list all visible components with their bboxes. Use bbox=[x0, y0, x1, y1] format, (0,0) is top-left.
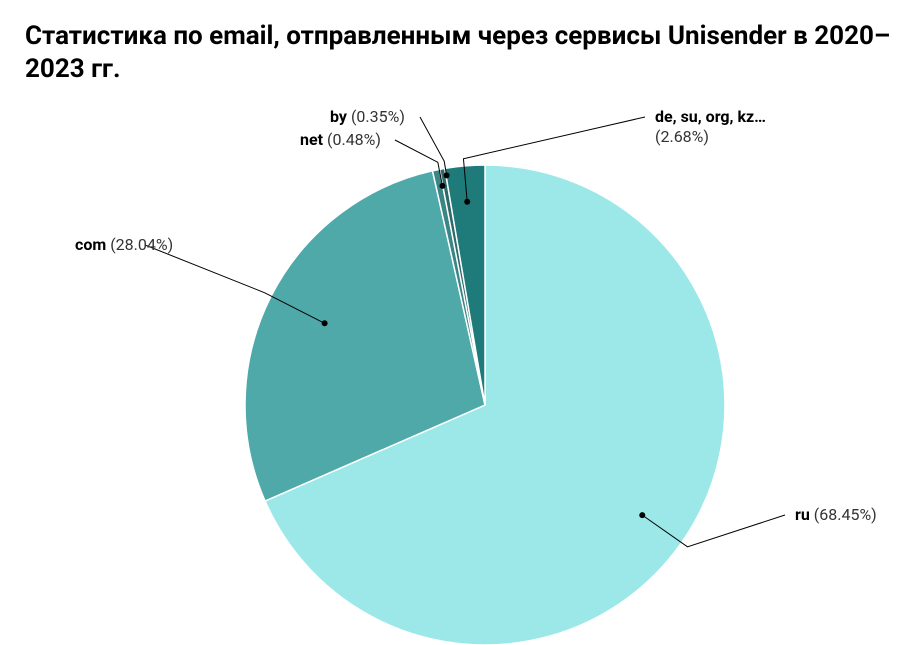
slice-label-ru: ru (68.45%) bbox=[795, 505, 877, 524]
leader-line-by bbox=[420, 117, 447, 175]
chart-title: Статистика по email, отправленным через … bbox=[25, 20, 893, 85]
slice-label-by: by (0.35%) bbox=[330, 107, 405, 126]
pie-chart: ru (68.45%) com (28.04%) net (0.48%) by (0.… bbox=[25, 105, 893, 625]
slice-label-other: de, su, org, kz… (2.68%) bbox=[655, 107, 770, 146]
slice-label-com: com (28.04%) bbox=[75, 235, 173, 254]
slice-label-net: net (0.48%) bbox=[300, 130, 381, 149]
